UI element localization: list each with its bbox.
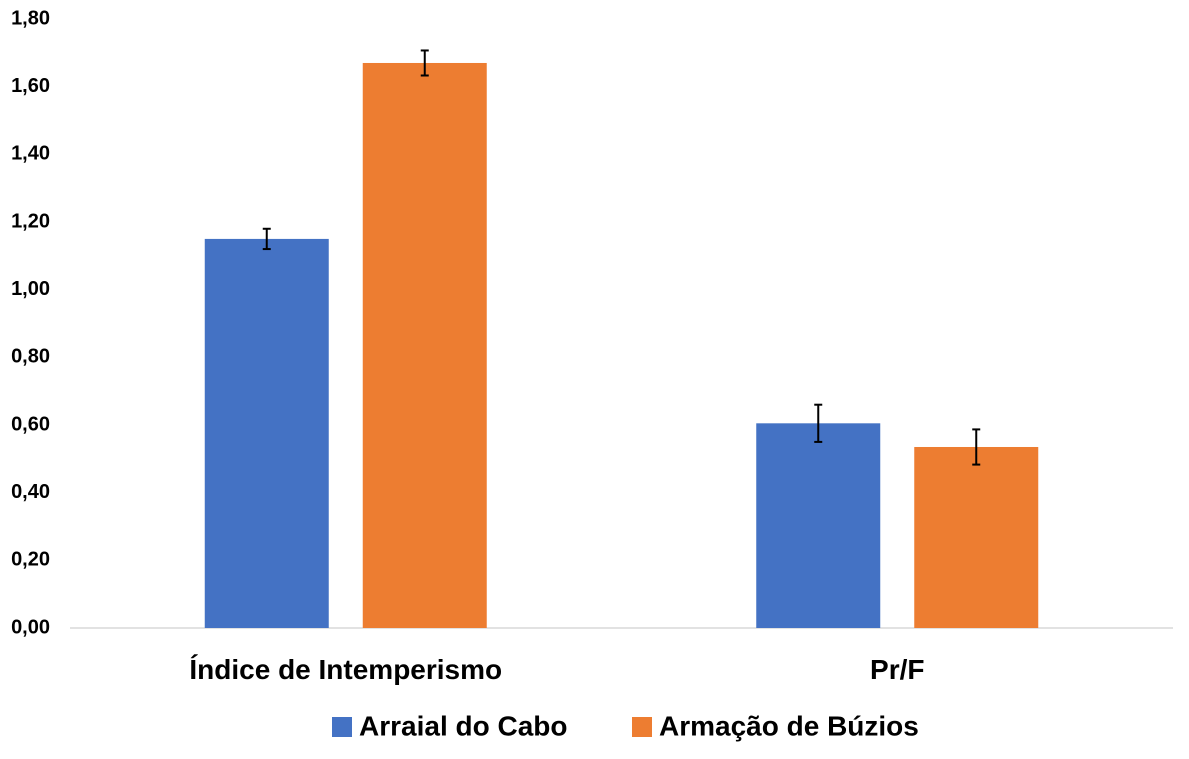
y-tick-label: 1,20 [11,210,50,232]
bars [204,62,1039,628]
legend-item: Armação de Búzios [632,710,919,741]
legend-swatch [632,717,652,737]
legend-label: Armação de Búzios [659,710,919,741]
y-tick-label: 0,20 [11,549,50,571]
bar-armacao-de-buzios-0 [362,62,487,628]
y-tick-label: 0,00 [11,616,50,638]
y-tick-label: 0,60 [11,413,50,435]
bar-arraial-do-cabo-1 [756,423,881,628]
y-tick-label: 0,40 [11,481,50,503]
legend-item: Arraial do Cabo [332,710,567,741]
y-tick-label: 0,80 [11,346,50,368]
error-bar [262,227,271,251]
y-tick-label: 1,40 [11,143,50,165]
category-label: Índice de Intemperismo [189,654,502,685]
y-tick-label: 1,00 [11,278,50,300]
error-bar [420,49,429,77]
legend: Arraial do Cabo Armação de Búzios [332,710,919,741]
y-tick-label: 1,60 [11,75,50,97]
y-tick-label: 1,80 [11,7,50,29]
legend-label: Arraial do Cabo [359,710,567,741]
error-bars [262,49,981,466]
error-bar [814,403,823,443]
category-label: Pr/F [870,654,924,685]
bar-armacao-de-buzios-1 [914,446,1039,628]
error-bar [972,428,981,466]
category-labels: Índice de Intemperismo Pr/F [189,654,924,685]
bar-arraial-do-cabo-0 [204,238,329,628]
legend-swatch [332,717,352,737]
y-axis-ticks: 0,00 0,20 0,40 0,60 0,80 1,00 1,20 1,40 1,60 1,80 [11,7,50,638]
